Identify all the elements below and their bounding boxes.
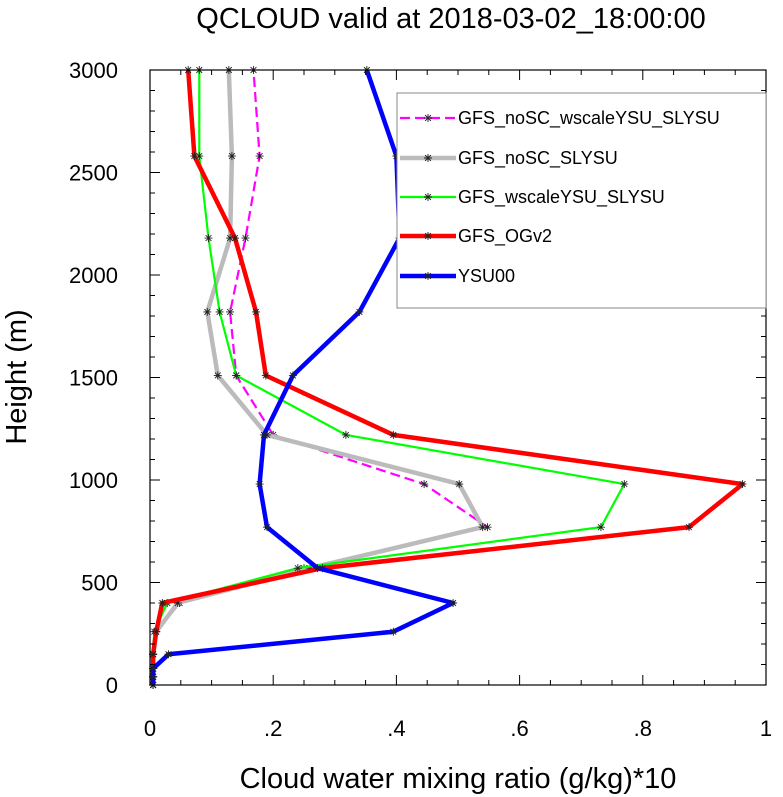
series-point bbox=[204, 234, 213, 243]
legend-marker bbox=[424, 154, 432, 162]
legend-marker bbox=[424, 193, 432, 201]
series-point bbox=[149, 672, 158, 681]
chart-title: QCLOUD valid at 2018-03-02_18:00:00 bbox=[196, 3, 705, 35]
series-point bbox=[288, 371, 297, 380]
series-point bbox=[259, 430, 268, 439]
series-point bbox=[596, 523, 605, 532]
series-point bbox=[203, 307, 212, 316]
y-tick-label: 3000 bbox=[69, 58, 118, 83]
series-point bbox=[685, 523, 693, 532]
legend-item: GFS_OGv2 bbox=[400, 226, 552, 247]
legend-marker bbox=[424, 114, 432, 122]
series-point bbox=[261, 371, 270, 380]
series-point bbox=[389, 430, 398, 439]
x-tick-label: .6 bbox=[510, 716, 528, 741]
y-tick-label: 1500 bbox=[69, 366, 118, 391]
series-point bbox=[190, 152, 199, 161]
series-point bbox=[449, 599, 458, 607]
legend-label: GFS_noSC_SLYSU bbox=[458, 148, 618, 169]
series-point bbox=[149, 650, 158, 659]
y-tick-label: 500 bbox=[81, 571, 118, 596]
series-point bbox=[195, 152, 204, 161]
series-point bbox=[215, 307, 224, 316]
y-tick-label: 2000 bbox=[69, 263, 118, 288]
legend-item: GFS_wscaleYSU_SLYSU bbox=[400, 187, 665, 208]
legend-label: GFS_OGv2 bbox=[458, 226, 552, 247]
y-tick-label: 1000 bbox=[69, 468, 118, 493]
x-tick-label: 1 bbox=[760, 716, 772, 741]
series-point bbox=[313, 564, 322, 573]
x-tick-label: .2 bbox=[264, 716, 282, 741]
series-point bbox=[226, 307, 235, 316]
series-point bbox=[241, 234, 250, 243]
legend-box bbox=[396, 92, 767, 309]
series-point bbox=[158, 599, 167, 607]
legend-item: YSU00 bbox=[400, 266, 515, 286]
series-point bbox=[355, 307, 364, 316]
series-point bbox=[620, 480, 629, 489]
x-axis-label: Cloud water mixing ratio (g/kg)*10 bbox=[240, 763, 677, 795]
series-point bbox=[455, 480, 464, 489]
x-tick-label: .8 bbox=[634, 716, 652, 741]
y-tick-label: 0 bbox=[106, 673, 118, 698]
x-tick-label: 0 bbox=[144, 716, 156, 741]
series-point bbox=[420, 480, 429, 489]
series-point bbox=[306, 564, 315, 573]
legend-label: GFS_wscaleYSU_SLYSU bbox=[458, 187, 665, 208]
series-point bbox=[149, 664, 158, 673]
series-point bbox=[483, 523, 492, 532]
legend-label: GFS_noSC_wscaleYSU_SLYSU bbox=[458, 108, 720, 129]
series-point bbox=[227, 152, 236, 161]
series-point bbox=[263, 523, 272, 532]
series-point bbox=[293, 564, 302, 573]
legend: GFS_noSC_wscaleYSU_SLYSU GFS_noSC_SLYSU GF… bbox=[396, 92, 767, 309]
legend-item: GFS_noSC_SLYSU bbox=[400, 148, 618, 169]
legend-label: YSU00 bbox=[458, 266, 515, 286]
x-tick-label: .4 bbox=[387, 716, 405, 741]
legend-marker bbox=[424, 272, 432, 280]
series-point bbox=[478, 523, 487, 532]
series-point bbox=[392, 152, 401, 161]
series-point bbox=[232, 371, 241, 380]
legend-marker bbox=[424, 232, 432, 240]
series-point bbox=[231, 234, 240, 243]
series-point bbox=[255, 152, 264, 161]
series-point bbox=[213, 371, 222, 380]
axis-ticks: 0 .2 .4 .6 .8 1 0 500 1000 1500 2000 2500 3000 bbox=[69, 58, 772, 741]
legend-item: GFS_noSC_wscaleYSU_SLYSU bbox=[400, 108, 720, 129]
series-point bbox=[164, 650, 173, 659]
series-point bbox=[251, 307, 260, 316]
y-tick-label: 2500 bbox=[69, 161, 118, 186]
series-point bbox=[389, 627, 398, 636]
series-point bbox=[173, 599, 182, 607]
series-point bbox=[255, 480, 264, 489]
series-point bbox=[226, 234, 235, 243]
series-point bbox=[152, 627, 161, 636]
series-point bbox=[341, 430, 350, 439]
y-axis-label: Height (m) bbox=[1, 309, 33, 444]
series-point bbox=[738, 480, 747, 489]
